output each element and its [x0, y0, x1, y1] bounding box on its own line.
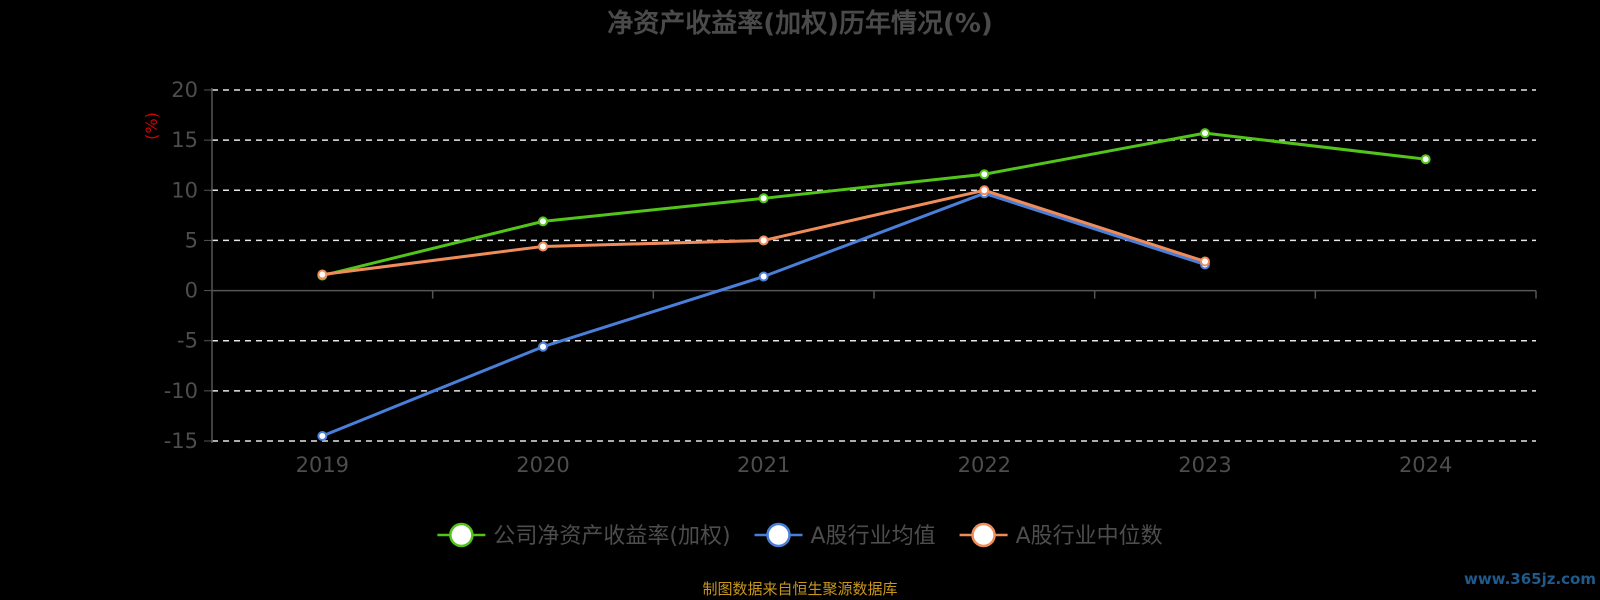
data-point[interactable] — [758, 271, 769, 282]
y-tick-label: -10 — [164, 379, 198, 403]
chart-title: 净资产收益率(加权)历年情况(%) — [607, 8, 993, 39]
series-line-0 — [321, 131, 1426, 277]
legend-label: A股行业均值 — [811, 524, 936, 549]
axes: 20 15 10 5 0 -5 -10 -15 2019 2020 2021 2022 2023 2024 — [164, 78, 1537, 477]
data-point[interactable] — [317, 430, 328, 441]
data-point[interactable] — [538, 216, 548, 227]
legend-label: A股行业中位数 — [1016, 524, 1163, 549]
x-tick-label: 2022 — [958, 453, 1011, 477]
data-point[interactable] — [979, 169, 990, 180]
y-tick-label: 0 — [185, 279, 198, 303]
series-lines — [317, 128, 1431, 441]
y-tick-label: 15 — [171, 128, 198, 152]
grid-lines — [212, 89, 1536, 442]
data-point[interactable] — [317, 269, 328, 280]
y-tick-label: 5 — [185, 228, 198, 252]
y-tick-label: 10 — [171, 178, 198, 202]
data-point[interactable] — [758, 193, 769, 204]
y-tick-label: 20 — [171, 78, 198, 102]
data-point[interactable] — [1200, 256, 1210, 267]
x-tick-label: 2021 — [737, 453, 790, 477]
series-line-1 — [321, 191, 1206, 438]
y-tick-label: -15 — [164, 429, 198, 453]
x-tick-label: 2019 — [296, 453, 349, 477]
y-axis-label: (%) — [142, 112, 161, 140]
x-tick-label: 2023 — [1178, 453, 1231, 477]
data-point[interactable] — [538, 341, 548, 352]
x-tick-label: 2020 — [516, 453, 569, 477]
legend-item-1[interactable]: A股行业均值 — [754, 522, 936, 549]
legend-item-2[interactable]: A股行业中位数 — [959, 522, 1163, 549]
y-tick-label: -5 — [177, 329, 198, 353]
x-tick-label: 2024 — [1399, 453, 1452, 477]
legend-marker — [971, 522, 996, 548]
legend[interactable]: 公司净资产收益率(加权) A股行业均值 A股行业中位数 — [437, 522, 1163, 549]
data-point[interactable] — [979, 185, 990, 196]
legend-label: 公司净资产收益率(加权) — [493, 524, 730, 549]
data-point[interactable] — [538, 241, 548, 252]
legend-item-0[interactable]: 公司净资产收益率(加权) — [437, 522, 731, 549]
legend-marker — [766, 522, 791, 548]
data-point[interactable] — [1420, 154, 1431, 165]
data-point[interactable] — [758, 235, 769, 246]
watermark: www.365jz.com — [1464, 570, 1596, 588]
legend-marker — [449, 522, 474, 548]
data-point[interactable] — [1200, 128, 1210, 139]
source-note: 制图数据来自恒生聚源数据库 — [702, 580, 897, 598]
